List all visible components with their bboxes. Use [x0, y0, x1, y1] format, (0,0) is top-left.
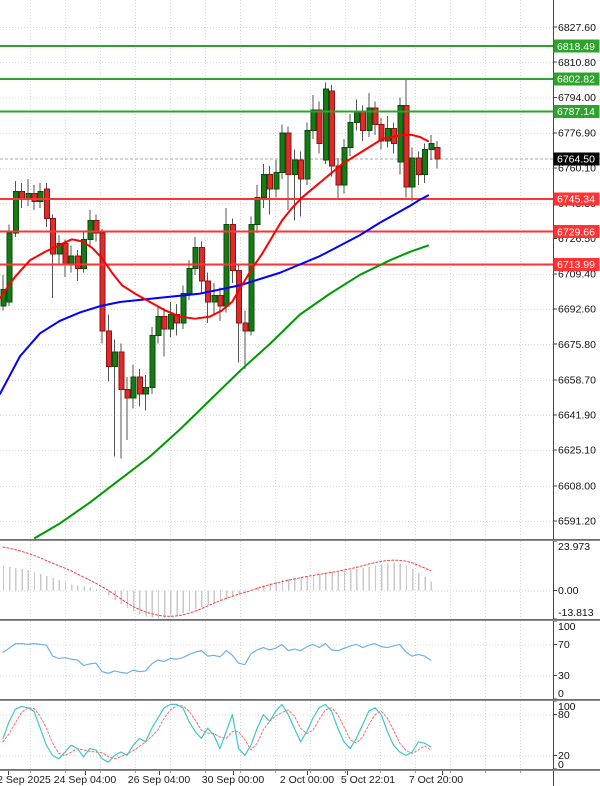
svg-text:80: 80 — [558, 709, 570, 721]
svg-text:6794.00: 6794.00 — [558, 92, 596, 104]
stochastic-d-line — [2, 705, 432, 760]
price-chart-canvas: 6827.606810.806794.006776.906760.106743.… — [0, 0, 600, 539]
time-axis[interactable]: 2 Sep 2025 24 Sep 04:00 26 Sep 04:00 30 Sep… — [0, 771, 600, 786]
svg-text:6745.34: 6745.34 — [557, 194, 595, 206]
svg-text:0.00: 0.00 — [558, 585, 579, 597]
svg-text:24 Sep 04:00: 24 Sep 04:00 — [54, 774, 117, 786]
svg-text:23.973: 23.973 — [558, 541, 590, 553]
svg-text:6692.60: 6692.60 — [558, 304, 596, 316]
svg-text:6760.10: 6760.10 — [558, 163, 596, 175]
svg-text:6729.66: 6729.66 — [557, 226, 595, 238]
rsi-canvas: 100 70 30 0 — [0, 621, 576, 699]
macd-signal-line — [2, 546, 432, 617]
svg-text:6764.50: 6764.50 — [557, 154, 595, 166]
svg-text:6802.82: 6802.82 — [557, 74, 595, 86]
svg-text:6827.60: 6827.60 — [558, 22, 596, 34]
svg-text:100: 100 — [558, 621, 576, 633]
panel-divider[interactable] — [0, 769, 600, 771]
panel-divider[interactable] — [0, 539, 600, 541]
svg-text:26 Sep 04:00: 26 Sep 04:00 — [128, 774, 191, 786]
stochastic-k-line — [2, 703, 432, 763]
support-resistance-lines — [0, 45, 553, 266]
rsi-panel[interactable]: 100 70 30 0 — [0, 621, 600, 699]
svg-text:0: 0 — [558, 759, 564, 769]
price-badges: 6818.49 6802.82 6787.14 6764.50 6745.34 6729.… — [553, 39, 600, 271]
svg-text:5 Oct 22:01: 5 Oct 22:01 — [341, 774, 395, 786]
svg-text:6810.80: 6810.80 — [558, 57, 596, 69]
macd-panel[interactable]: 23.973 0.00 -13.813 — [0, 541, 600, 619]
price-axis-labels: 6827.606810.806794.006776.906760.106743.… — [553, 22, 596, 527]
svg-text:6787.14: 6787.14 — [557, 106, 595, 118]
svg-text:6713.99: 6713.99 — [557, 259, 595, 271]
svg-text:30: 30 — [558, 670, 570, 682]
ma-slow-green — [34, 244, 429, 539]
svg-text:6591.20: 6591.20 — [558, 515, 596, 527]
svg-text:6658.70: 6658.70 — [558, 374, 596, 386]
svg-text:6625.10: 6625.10 — [558, 445, 596, 457]
svg-text:2 Sep 2025: 2 Sep 2025 — [0, 774, 51, 786]
svg-text:6641.90: 6641.90 — [558, 410, 596, 422]
svg-text:-13.813: -13.813 — [558, 607, 594, 619]
svg-text:6776.90: 6776.90 — [558, 128, 596, 140]
svg-text:6608.00: 6608.00 — [558, 480, 596, 492]
rsi-line — [2, 643, 432, 674]
macd-canvas: 23.973 0.00 -13.813 — [0, 541, 594, 619]
macd-histogram — [2, 563, 432, 619]
candles-layer — [0, 78, 441, 459]
ma-mid-blue — [0, 194, 429, 395]
svg-text:20: 20 — [558, 750, 570, 762]
svg-text:100: 100 — [558, 701, 576, 713]
svg-text:0: 0 — [558, 688, 564, 699]
svg-text:30 Sep 00:00: 30 Sep 00:00 — [202, 774, 265, 786]
time-axis-canvas: 2 Sep 2025 24 Sep 04:00 26 Sep 04:00 30 Sep… — [0, 771, 554, 786]
ma-fast-red — [0, 133, 429, 320]
main-price-chart[interactable]: 6827.606810.806794.006776.906760.106743.… — [0, 0, 600, 539]
svg-text:6709.40: 6709.40 — [558, 269, 596, 281]
svg-text:6675.80: 6675.80 — [558, 339, 596, 351]
svg-text:7 Oct 20:00: 7 Oct 20:00 — [409, 774, 463, 786]
panel-divider[interactable] — [0, 699, 600, 701]
stochastic-panel[interactable]: 100 80 20 0 — [0, 701, 600, 769]
svg-text:70: 70 — [558, 639, 570, 651]
svg-text:2 Oct 00:00: 2 Oct 00:00 — [280, 774, 334, 786]
svg-text:6818.49: 6818.49 — [557, 41, 595, 53]
panel-divider[interactable] — [0, 619, 600, 621]
